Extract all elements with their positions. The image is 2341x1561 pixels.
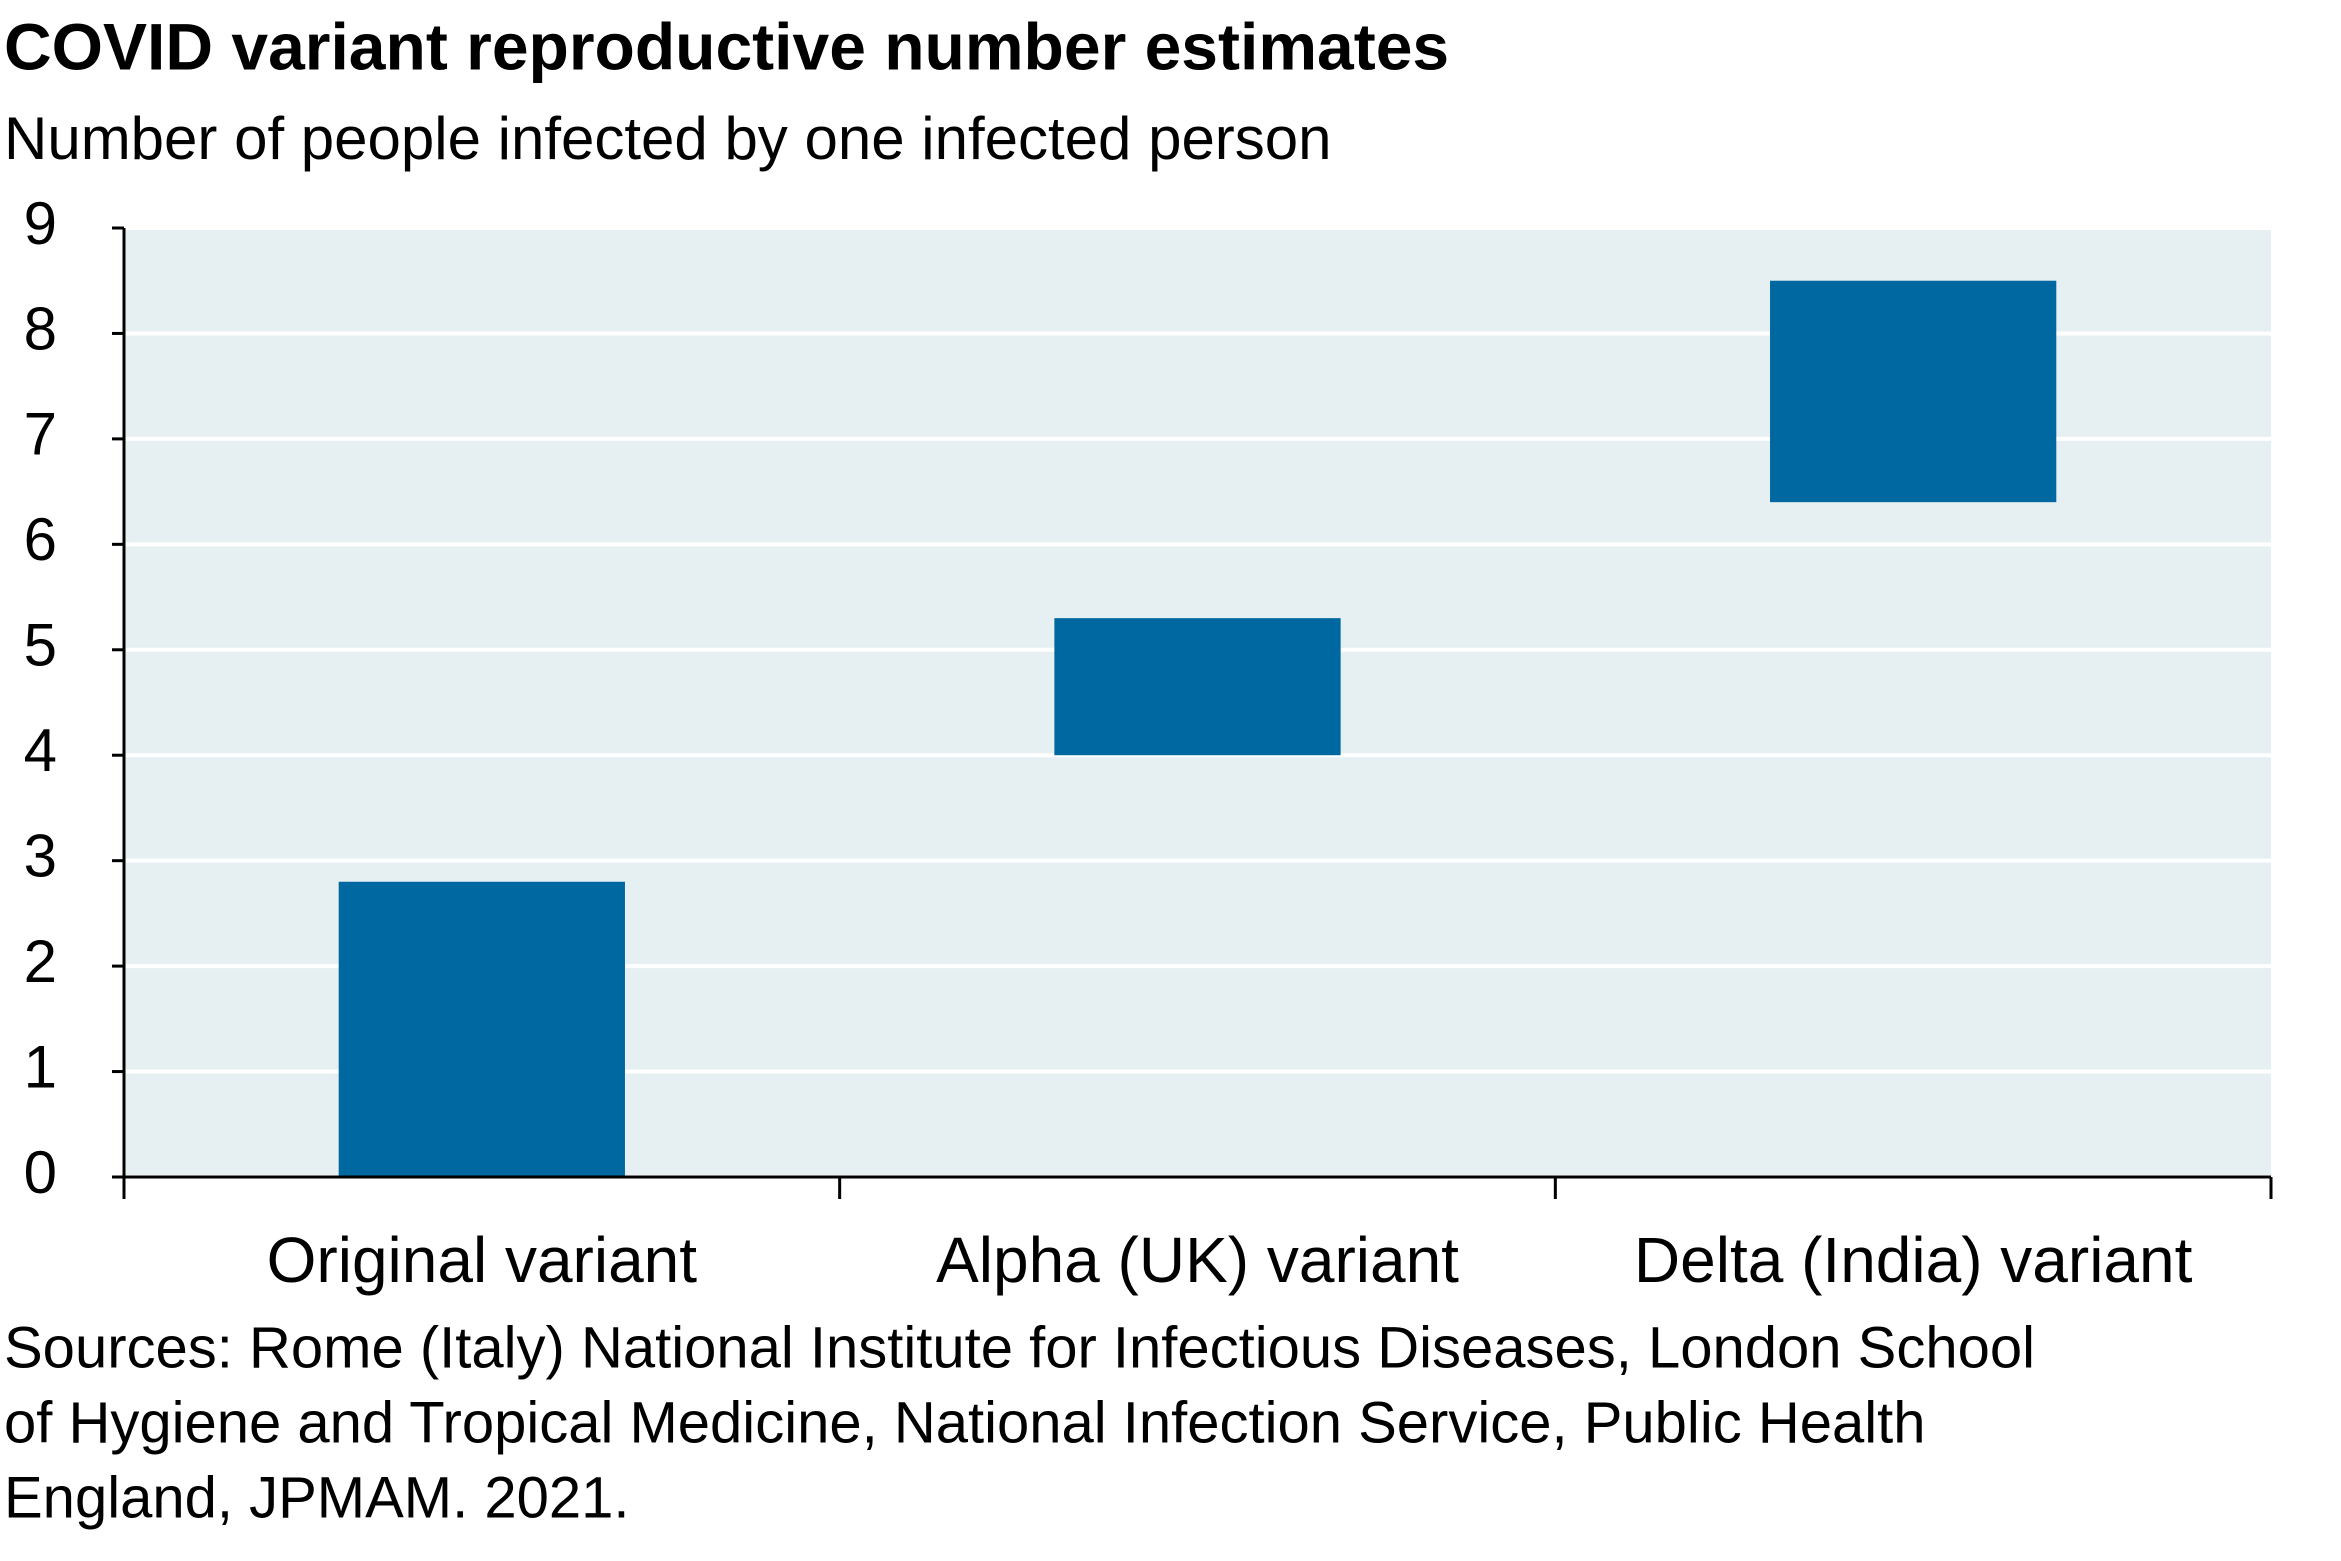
source-note: of Hygiene and Tropical Medicine, Nation… [4, 1390, 1925, 1455]
chart-title: COVID variant reproductive number estima… [4, 9, 1449, 83]
y-tick-label: 0 [24, 1139, 57, 1206]
y-tick-label: 2 [24, 928, 57, 995]
source-note: Sources: Rome (Italy) National Institute… [4, 1315, 2035, 1380]
x-tick-label: Original variant [267, 1224, 698, 1296]
bar [1054, 618, 1341, 756]
y-tick-label: 9 [24, 190, 57, 257]
y-tick-label: 7 [24, 401, 57, 468]
bar [1770, 280, 2057, 503]
x-tick-label: Delta (India) variant [1634, 1224, 2193, 1296]
chart-subtitle: Number of people infected by one infecte… [4, 105, 1332, 172]
y-tick-label: 1 [24, 1033, 57, 1100]
y-tick-label: 3 [24, 823, 57, 890]
y-tick-label: 8 [24, 295, 57, 362]
y-tick-label: 5 [24, 612, 57, 679]
x-tick-label: Alpha (UK) variant [936, 1224, 1459, 1296]
bar [338, 881, 625, 1177]
y-tick-label: 4 [24, 717, 57, 784]
source-note: England, JPMAM. 2021. [4, 1465, 629, 1530]
y-tick-label: 6 [24, 506, 57, 573]
